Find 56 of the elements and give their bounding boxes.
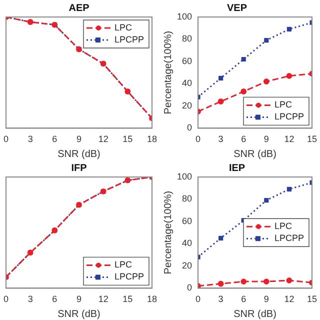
x-tick-label: 6 bbox=[52, 294, 58, 304]
legend-label: LPC bbox=[274, 100, 292, 110]
legend-label: LPC bbox=[114, 260, 132, 270]
x-axis-title: SNR (dB) bbox=[234, 308, 276, 320]
x-tick-label: 12 bbox=[284, 134, 294, 144]
x-tick-label: 9 bbox=[76, 134, 82, 144]
x-tick-label: 3 bbox=[218, 134, 224, 144]
legend-label: LPCPP bbox=[274, 112, 304, 122]
legend-label: LPCPP bbox=[274, 233, 304, 244]
chart-title: IEP bbox=[228, 162, 246, 174]
y-axis-title: Percentage(100%) bbox=[162, 30, 174, 114]
x-tick-label: 18 bbox=[146, 294, 157, 304]
y-tick-label: 40 bbox=[182, 78, 192, 88]
y-tick-label: 40 bbox=[182, 238, 192, 248]
y-tick-label: 100 bbox=[176, 11, 192, 22]
x-tick-label: 0 bbox=[3, 294, 9, 304]
x-tick-label: 12 bbox=[98, 134, 108, 144]
x-tick-label: 12 bbox=[284, 294, 294, 304]
y-tick-label: 20 bbox=[182, 100, 192, 110]
x-tick-label: 9 bbox=[76, 294, 82, 304]
x-tick-label: 6 bbox=[52, 134, 58, 144]
x-tick-label: 15 bbox=[122, 294, 133, 304]
legend-label: LPCPP bbox=[114, 34, 144, 44]
x-axis-title: SNR (dB) bbox=[234, 148, 276, 160]
x-tick-label: 3 bbox=[28, 294, 33, 304]
y-tick-label: 60 bbox=[182, 216, 192, 226]
y-tick-label: 80 bbox=[182, 194, 192, 204]
x-tick-label: 15 bbox=[306, 294, 317, 304]
legend-label: LPC bbox=[274, 221, 292, 232]
x-tick-label: 12 bbox=[98, 294, 108, 304]
y-tick-label: 0 bbox=[187, 122, 192, 133]
chart-title: AEP bbox=[68, 2, 90, 14]
legend-label: LPCPP bbox=[114, 272, 144, 282]
x-axis-title: SNR (dB) bbox=[58, 148, 100, 160]
chart-title: IFP bbox=[71, 162, 88, 174]
y-tick-label: 60 bbox=[182, 56, 192, 66]
x-tick-label: 3 bbox=[28, 134, 33, 144]
y-axis-title: Percentage(100%) bbox=[162, 190, 174, 274]
y-tick-label: 80 bbox=[182, 34, 192, 44]
x-tick-label: 18 bbox=[146, 134, 157, 144]
x-tick-label: 6 bbox=[241, 294, 246, 304]
x-tick-label: 3 bbox=[218, 294, 224, 304]
x-tick-label: 0 bbox=[196, 294, 201, 304]
y-tick-label: 0 bbox=[187, 282, 192, 293]
x-tick-label: 15 bbox=[122, 134, 133, 144]
y-tick-label: 20 bbox=[182, 260, 192, 270]
x-tick-label: 9 bbox=[264, 134, 269, 144]
x-tick-label: 9 bbox=[264, 294, 269, 304]
x-tick-label: 15 bbox=[306, 134, 317, 144]
chart-title: VEP bbox=[226, 2, 248, 14]
y-tick-label: 100 bbox=[176, 171, 192, 182]
legend-label: LPC bbox=[114, 22, 132, 32]
x-tick-label: 0 bbox=[3, 134, 9, 144]
x-tick-label: 6 bbox=[241, 134, 246, 144]
x-tick-label: 0 bbox=[196, 134, 201, 144]
x-axis-title: SNR (dB) bbox=[58, 308, 100, 320]
